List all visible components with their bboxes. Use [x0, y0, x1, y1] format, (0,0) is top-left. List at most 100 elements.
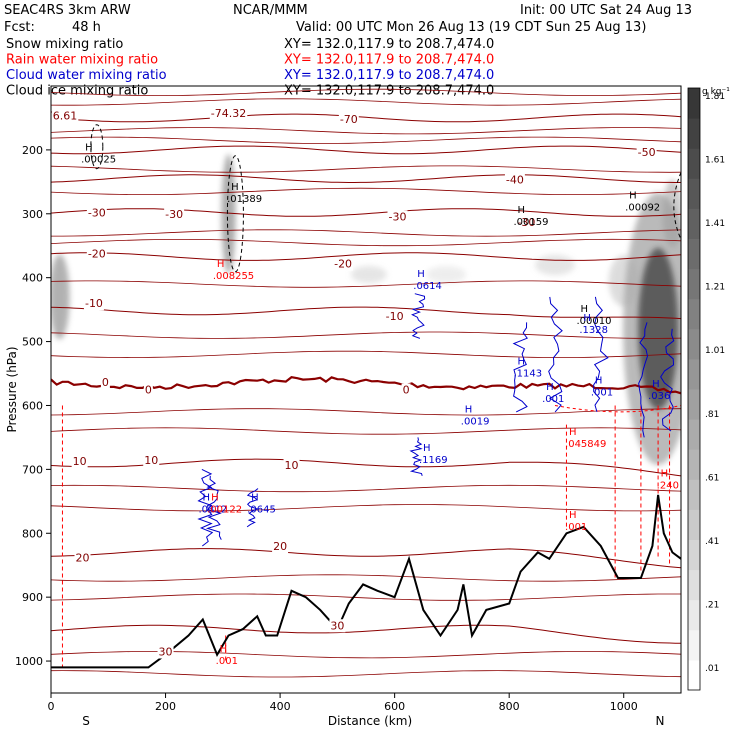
max-marker-15: H	[203, 493, 211, 504]
max-marker-2: H	[518, 205, 526, 216]
field-xy-1: XY= 132.0,117.9 to 208.7,474.0	[284, 53, 494, 68]
contour-label-18: 10	[285, 459, 299, 472]
colorbar-label-2: .41	[705, 537, 719, 547]
max-marker-4: H	[217, 259, 225, 270]
field-label-2: Cloud water mixing ratio	[6, 68, 167, 83]
max-label-20: .001	[216, 656, 238, 667]
contour-label-bg-16	[71, 455, 88, 469]
temp-contour--30	[51, 208, 681, 217]
colorbar-swatch-11	[688, 328, 700, 360]
colorbar-label-8: 1.61	[705, 156, 725, 166]
init-time: Init: 00 UTC Sat 24 Aug 13	[520, 3, 692, 18]
plot-area: -76.61 -74.32 -70 -50 -40 -30 -30 -30 -30 -20 -20 -…	[51, 88, 681, 678]
x-tick-label-200: 200	[155, 700, 176, 713]
colorbar-swatch-17	[688, 148, 700, 179]
colorbar-label-6: 1.21	[705, 283, 725, 293]
x-tick-label-400: 400	[270, 700, 291, 713]
contour-label-bg-19	[74, 551, 91, 565]
contour-label-bg-17	[143, 453, 160, 467]
temp-contour-20	[51, 548, 681, 569]
center-title: NCAR/MMM	[233, 3, 308, 18]
colorbar-label-4: .81	[705, 410, 719, 420]
contour-label-bg-4	[504, 173, 525, 187]
colorbar-swatch-16	[688, 178, 700, 209]
max-label-5: .0614	[413, 281, 442, 292]
temp-contour-minor-4	[51, 165, 681, 173]
ice-shading-3	[51, 254, 70, 340]
temp-contour-minor-6	[51, 229, 681, 237]
max-label-6: .00010	[577, 316, 612, 327]
contour-label-12: -10	[386, 310, 404, 323]
colorbar-frame	[687, 87, 701, 691]
fcst-label: Fcst:	[4, 20, 35, 35]
contour-label-bg-2	[338, 113, 359, 127]
field-xy-3: XY= 132.0,117.9 to 208.7,474.0	[284, 84, 494, 99]
max-label-3: .00092	[625, 202, 660, 213]
max-label-0: .00025	[81, 154, 116, 165]
ice-shading-6	[426, 265, 467, 283]
ice-shading-1	[623, 192, 681, 465]
max-marker-16: H	[211, 493, 219, 504]
max-label-2: .00159	[514, 217, 549, 228]
max-marker-5: H	[417, 269, 425, 280]
max-marker-14: H	[423, 443, 431, 454]
colorbar-label-0: .01	[705, 664, 719, 674]
temp-contour-minor-5	[51, 187, 681, 195]
field-label-1: Rain water mixing ratio	[6, 53, 158, 68]
ice-shading-4	[221, 154, 236, 274]
contour-label-bg-0	[51, 109, 79, 123]
temp-contour-minor-2	[51, 127, 681, 135]
x-tick-label-0: 0	[48, 700, 55, 713]
colorbar-swatch-19	[688, 88, 700, 119]
contour-label-8: -30	[517, 216, 535, 229]
max-marker-12: H	[465, 404, 473, 415]
contour-label-bg-10	[333, 257, 354, 271]
contour-label-bg-15	[401, 383, 411, 397]
temp-contour-minor-16	[51, 593, 681, 601]
contour-label-bg-9	[86, 247, 107, 261]
max-marker-10: H	[595, 376, 603, 387]
header: SEAC4RS 3km ARW NCAR/MMM Init: 00 UTC Sa…	[4, 3, 692, 99]
colorbar-label-7: 1.41	[705, 219, 725, 229]
y-tick-label-1000: 1000	[15, 655, 43, 668]
colorbar-swatch-12	[688, 298, 700, 330]
colorbar-swatch-14	[688, 238, 700, 270]
temp-contour-minor-18	[51, 670, 681, 678]
contour-label-bg-20	[272, 540, 289, 554]
ice-shading-2	[662, 179, 681, 248]
colorbar-swatch-6	[688, 479, 700, 510]
valid-time: Valid: 00 UTC Mon 26 Aug 13 (19 CDT Sun …	[296, 20, 646, 35]
colorbar-label-3: .61	[705, 473, 719, 483]
colorbar-swatch-10	[688, 358, 700, 390]
colorbar-swatch-15	[688, 208, 700, 239]
max-marker-17: H	[251, 493, 259, 504]
contour-label-11: -10	[85, 297, 103, 310]
ice-shading-5	[350, 265, 387, 283]
contour-label-bg-14	[143, 383, 153, 397]
max-label-15: .0312	[199, 505, 228, 516]
field-legend: Snow mixing ratio XY= 132.0,117.9 to 208.…	[6, 37, 494, 99]
colorbar-swatch-5	[688, 509, 700, 540]
field-xy-0: XY= 132.0,117.9 to 208.7,474.0	[284, 37, 494, 52]
y-tick-label-800: 800	[22, 527, 43, 540]
max-label-18: .240	[657, 480, 679, 491]
field-xy-2: XY= 132.0,117.9 to 208.7,474.0	[284, 68, 494, 83]
x-end-label-n: N	[656, 714, 665, 728]
y-tick-label-500: 500	[22, 336, 43, 349]
cloud-water-contour-5	[512, 322, 528, 413]
temp-contour-minor-7	[51, 238, 681, 247]
temp-contour--70	[51, 113, 681, 123]
colorbar-swatch-1	[688, 629, 700, 661]
temp-contour-minor-1	[51, 98, 681, 106]
temp-contour-minor-13	[51, 484, 681, 493]
contour-label-bg-5	[86, 206, 107, 220]
y-tick-label-200: 200	[22, 144, 43, 157]
max-marker-11: H	[652, 379, 660, 390]
colorbar-swatch-8	[688, 419, 700, 450]
contour-label-16: 10	[73, 455, 87, 468]
contour-label-22: 30	[330, 619, 344, 632]
contour-label-20: 20	[273, 540, 287, 553]
max-label-13: .045849	[565, 439, 606, 450]
colorbar-swatch-3	[688, 569, 700, 601]
